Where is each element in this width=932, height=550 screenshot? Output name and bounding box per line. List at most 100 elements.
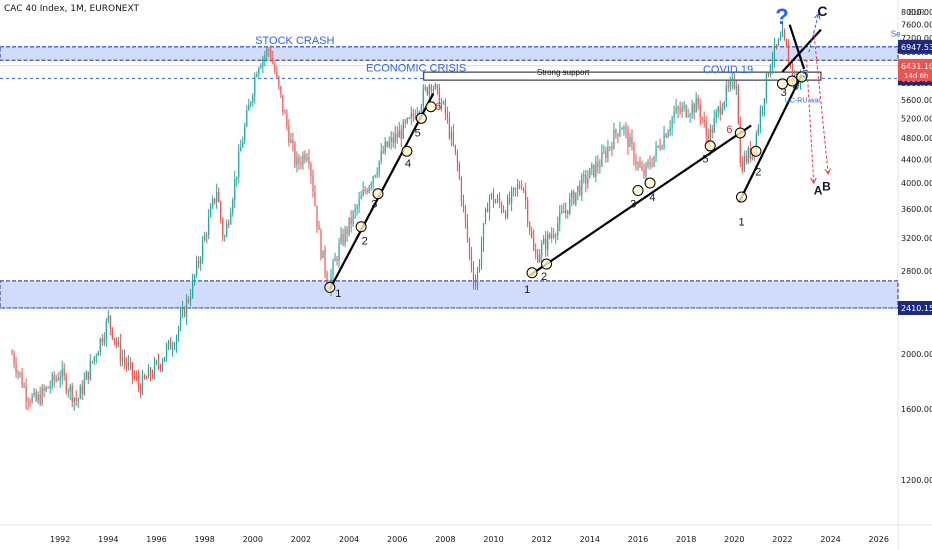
candle-body — [155, 361, 158, 363]
candle-body — [59, 377, 61, 381]
candle-body — [236, 176, 238, 179]
current-price-label: 6431.10 — [901, 62, 932, 71]
candle-body — [691, 103, 693, 115]
candle-body — [769, 65, 772, 76]
candle-body — [539, 255, 541, 262]
candle-body — [316, 205, 318, 227]
projection-arrow-head — [814, 12, 821, 20]
candle-body — [360, 195, 362, 200]
candle-body — [179, 314, 182, 328]
time-axis[interactable]: 1992 1994 1996 1998 2000 2002 2004 2006 2008 2010… — [50, 535, 889, 544]
candle-body — [448, 117, 451, 138]
candle-body — [508, 197, 511, 203]
candle-body — [563, 211, 565, 213]
candle-body — [693, 103, 695, 113]
candle-body — [35, 391, 37, 401]
candle-body — [75, 397, 77, 401]
candle-body — [135, 377, 138, 379]
x-tick-label: 2014 — [580, 535, 600, 544]
candle-body — [322, 250, 324, 259]
y-tick-label: 1600.00 — [901, 405, 932, 414]
candle-body — [43, 387, 45, 391]
candle-body — [679, 109, 681, 112]
candle-body — [300, 162, 302, 165]
candle-body — [468, 239, 471, 253]
candle-body — [757, 127, 759, 134]
y-tick-label: 8000.00 — [901, 8, 932, 17]
y-tick-label: 4000.00 — [901, 179, 932, 188]
candle-body — [573, 191, 575, 204]
candle-body — [338, 242, 340, 261]
wave-marker — [415, 112, 427, 124]
candle-body — [418, 112, 420, 114]
candle-body — [619, 129, 621, 137]
candle-body — [105, 320, 107, 339]
candle-body — [565, 210, 567, 213]
candle-body — [593, 164, 595, 177]
candle-body — [123, 357, 125, 362]
y-tick-label: 5600.00 — [901, 96, 932, 105]
candle-body — [557, 223, 559, 236]
candle-body — [167, 340, 170, 347]
candle-body — [474, 281, 477, 287]
candle-body — [282, 94, 284, 112]
candle-body — [79, 386, 81, 399]
candle-body — [183, 307, 186, 317]
candle-body — [101, 338, 103, 343]
candle-body — [274, 63, 276, 73]
candle-body — [23, 386, 25, 388]
candle-body — [675, 107, 677, 113]
x-tick-label: 2022 — [772, 535, 792, 544]
wave-marker — [372, 188, 384, 200]
candle-body — [77, 398, 79, 401]
price-axis[interactable]: 1200.001600.002000.002400.002800.003200.… — [898, 8, 932, 485]
candle-body — [591, 164, 593, 169]
candle-body — [53, 374, 55, 381]
candle-body — [49, 386, 51, 389]
wave-label: 5 — [415, 128, 421, 140]
chart-annotation: Se — [891, 29, 901, 38]
candle-body — [621, 128, 623, 130]
candle-body — [745, 155, 747, 162]
candle-body — [711, 128, 713, 133]
candle-body — [747, 148, 749, 162]
candle-body — [721, 108, 723, 115]
trendline — [738, 74, 803, 203]
candle-body — [725, 85, 727, 102]
candle-body — [388, 141, 390, 147]
x-tick-label: 1992 — [50, 535, 70, 544]
level-price-tag — [898, 39, 932, 54]
candle-body — [659, 145, 661, 149]
candle-body — [480, 244, 483, 264]
y-tick-label: 2000.00 — [901, 350, 932, 359]
candle-body — [649, 162, 651, 166]
candle-body — [264, 55, 266, 59]
candle-body — [653, 155, 655, 166]
candle-body — [765, 72, 767, 99]
candle-body — [240, 147, 242, 152]
y-tick-label: 3200.00 — [901, 234, 932, 243]
candle-body — [434, 84, 436, 89]
candle-body — [206, 235, 208, 237]
candle-body — [107, 315, 109, 321]
candle-body — [705, 122, 707, 135]
candle-body — [549, 234, 551, 238]
candle-body — [85, 371, 87, 380]
candle-body — [581, 176, 583, 195]
zone-box — [0, 280, 899, 309]
x-tick-label: 2006 — [387, 535, 407, 544]
candle-body — [336, 258, 338, 261]
candle-body — [131, 362, 134, 376]
candle-body — [232, 200, 234, 213]
candle-body — [270, 50, 272, 59]
candle-body — [210, 206, 212, 217]
candle-body — [611, 146, 613, 150]
chart-annotation: A — [814, 183, 823, 197]
candle-body — [115, 340, 117, 344]
candle-body — [458, 163, 461, 179]
x-tick-label: 1996 — [146, 535, 166, 544]
candle-body — [51, 374, 53, 387]
candle-body — [607, 147, 609, 159]
candle-body — [224, 236, 226, 238]
